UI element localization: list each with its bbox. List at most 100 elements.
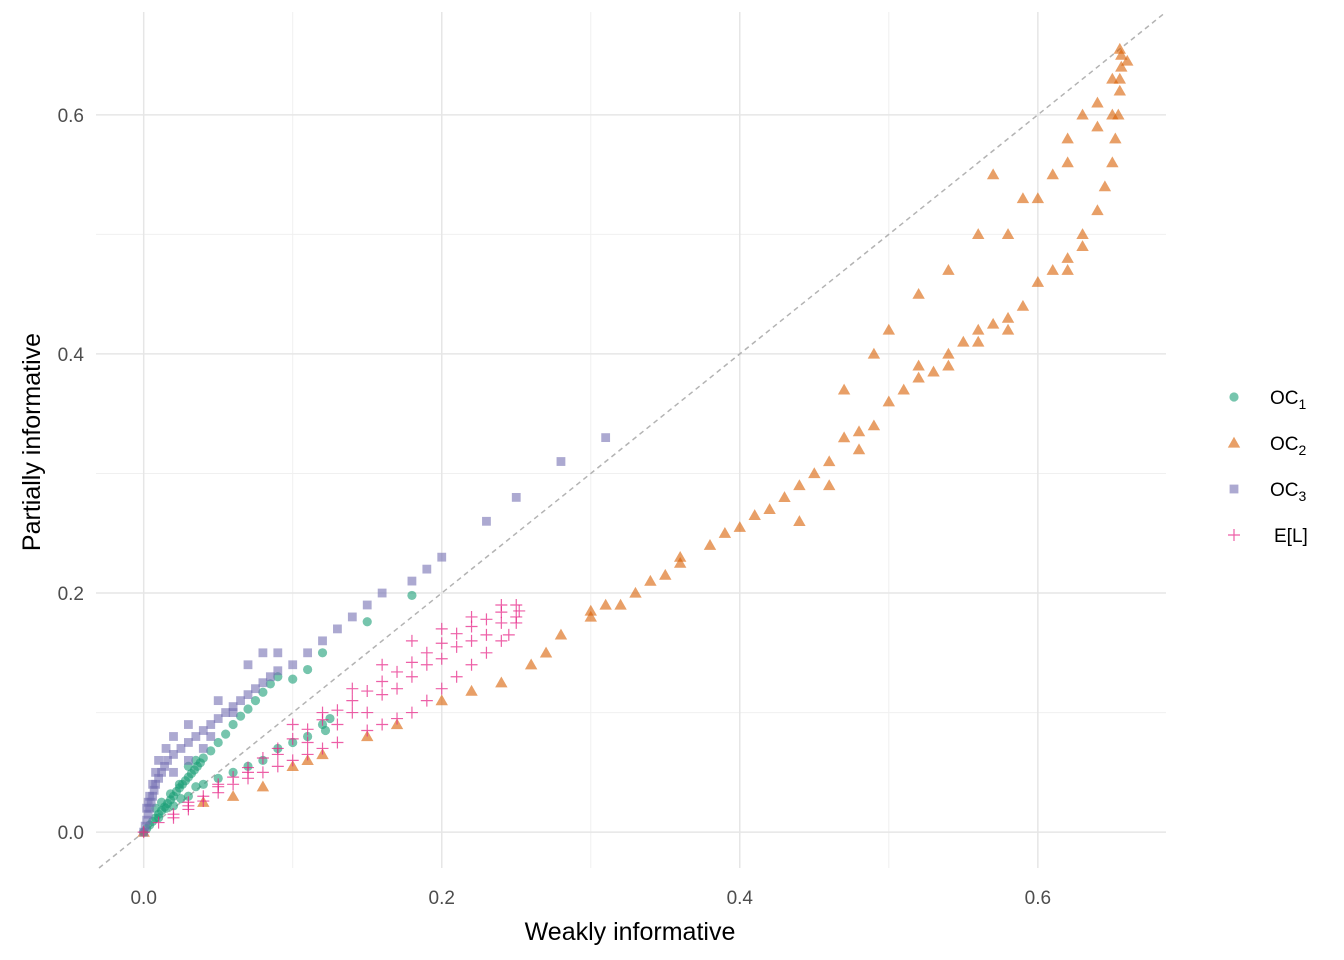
data-point bbox=[152, 816, 165, 829]
data-point bbox=[156, 797, 167, 807]
data-point bbox=[912, 359, 925, 371]
data-point bbox=[420, 694, 433, 707]
data-point bbox=[837, 383, 851, 395]
data-point bbox=[1091, 120, 1104, 132]
data-point bbox=[1061, 252, 1074, 263]
data-point bbox=[495, 676, 508, 688]
data-point bbox=[256, 766, 269, 779]
data-point bbox=[1016, 299, 1030, 311]
data-point bbox=[673, 550, 687, 562]
data-point bbox=[1061, 132, 1074, 144]
data-point bbox=[450, 627, 463, 640]
data-point bbox=[793, 515, 806, 526]
x-tick-label: 0.6 bbox=[1025, 888, 1051, 909]
data-point bbox=[346, 682, 359, 695]
data-point bbox=[228, 719, 238, 730]
series-oc2 bbox=[137, 42, 1134, 837]
data-point bbox=[143, 797, 153, 807]
data-point bbox=[301, 736, 314, 749]
data-point bbox=[407, 576, 417, 586]
data-point bbox=[614, 598, 627, 610]
series-el bbox=[137, 598, 526, 839]
data-point bbox=[511, 492, 521, 502]
legend-item: OC1 bbox=[1229, 388, 1307, 412]
data-point bbox=[482, 516, 491, 526]
data-point bbox=[140, 821, 150, 831]
data-point bbox=[852, 443, 866, 455]
data-point bbox=[265, 679, 275, 689]
x-axis-ticks: 0.0 0.2 0.4 0.6 bbox=[130, 888, 1051, 909]
data-point bbox=[435, 652, 448, 665]
data-point bbox=[258, 687, 268, 697]
data-point bbox=[852, 425, 866, 437]
data-point bbox=[1001, 323, 1015, 335]
data-point bbox=[221, 708, 231, 717]
data-point bbox=[495, 616, 508, 629]
data-point bbox=[198, 753, 208, 763]
data-point bbox=[465, 610, 478, 623]
data-point bbox=[420, 646, 433, 659]
data-points bbox=[137, 42, 1134, 839]
data-point bbox=[169, 750, 178, 759]
data-point bbox=[148, 779, 158, 789]
data-point bbox=[1076, 228, 1089, 240]
data-point bbox=[362, 600, 372, 610]
data-point bbox=[265, 672, 275, 682]
data-point bbox=[143, 809, 153, 819]
data-point bbox=[331, 736, 344, 749]
data-point bbox=[198, 779, 208, 789]
data-point bbox=[867, 419, 881, 431]
data-point bbox=[142, 803, 152, 813]
data-point bbox=[450, 670, 463, 683]
data-point bbox=[405, 670, 418, 683]
data-point bbox=[1061, 156, 1074, 168]
data-point bbox=[137, 826, 150, 839]
data-point bbox=[808, 467, 821, 479]
data-point bbox=[317, 648, 328, 658]
data-point bbox=[286, 754, 299, 767]
data-point bbox=[198, 726, 208, 735]
data-point bbox=[361, 724, 374, 737]
data-point bbox=[1091, 96, 1104, 108]
data-point bbox=[1061, 264, 1074, 275]
data-point bbox=[1031, 275, 1045, 287]
data-point bbox=[221, 729, 231, 739]
data-point bbox=[288, 660, 298, 670]
data-point bbox=[957, 335, 970, 347]
data-point bbox=[273, 648, 283, 658]
data-point bbox=[1106, 156, 1119, 168]
data-point bbox=[986, 168, 1000, 180]
data-point bbox=[251, 684, 260, 694]
data-point bbox=[986, 317, 1000, 329]
data-point bbox=[161, 744, 171, 753]
data-point bbox=[405, 656, 418, 669]
data-point bbox=[154, 756, 163, 765]
data-point bbox=[502, 628, 515, 641]
legend-label: OC2 bbox=[1270, 434, 1307, 458]
data-point bbox=[271, 748, 284, 761]
data-point bbox=[1121, 54, 1134, 66]
data-point bbox=[182, 796, 195, 809]
legend-label: OC3 bbox=[1270, 480, 1307, 504]
data-point bbox=[1113, 84, 1127, 96]
identity-reference-line bbox=[98, 11, 1167, 869]
data-point bbox=[1001, 228, 1015, 240]
data-point bbox=[823, 479, 836, 491]
data-point bbox=[972, 323, 985, 335]
data-point bbox=[882, 323, 896, 335]
data-point bbox=[584, 610, 597, 622]
data-point bbox=[256, 752, 269, 765]
y-axis-ticks: 0.0 0.2 0.4 0.6 bbox=[58, 106, 85, 844]
data-point bbox=[437, 552, 447, 562]
data-point bbox=[1001, 311, 1015, 323]
data-point bbox=[168, 801, 179, 811]
series-oc3 bbox=[139, 433, 611, 837]
data-point bbox=[142, 815, 152, 825]
data-point bbox=[303, 648, 313, 658]
y-tick-label: 0.0 bbox=[58, 823, 84, 844]
data-point bbox=[206, 732, 216, 741]
data-point bbox=[480, 628, 493, 641]
data-point bbox=[157, 767, 166, 777]
data-point bbox=[435, 637, 448, 650]
data-point bbox=[1076, 240, 1089, 251]
